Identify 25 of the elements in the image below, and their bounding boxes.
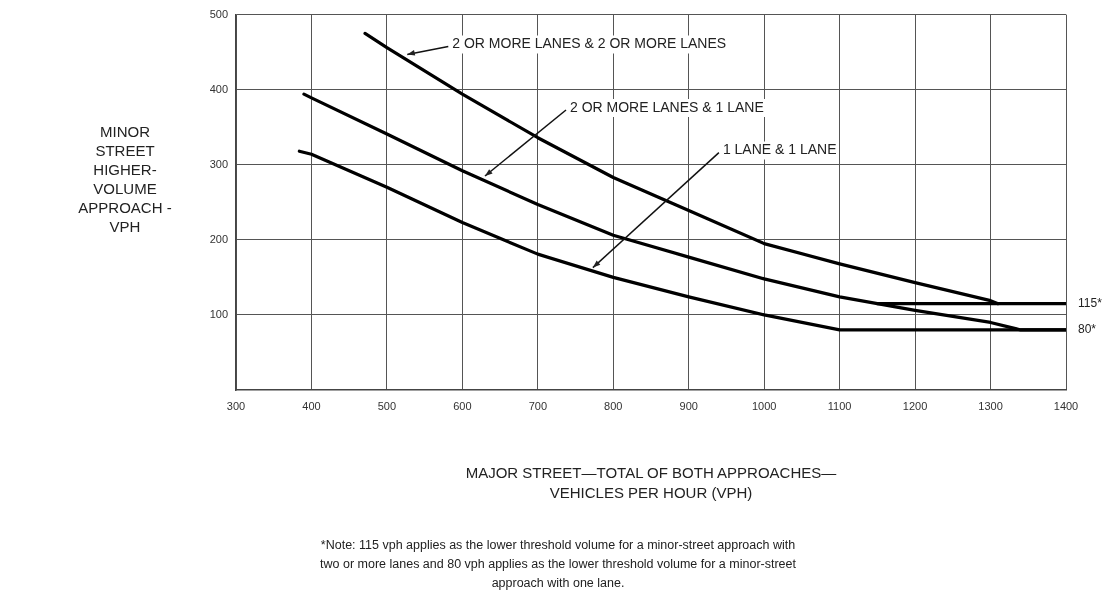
y-axis-title: MINOR STREET HIGHER- VOLUME APPROACH - VPH	[77, 122, 173, 236]
x-tick-label: 700	[528, 399, 547, 412]
y-tick-label: 300	[209, 157, 228, 170]
x-axis-title: MAJOR STREET—TOTAL OF BOTH APPROACHES— VEHICLES PER HOUR (VPH)	[464, 463, 838, 503]
x-tick-label: 800	[604, 399, 623, 412]
annotation: 2 OR MORE LANES & 2 OR MORE LANES	[452, 35, 727, 52]
x-tick-label: 500	[377, 399, 397, 412]
x-tick-label: 1300	[978, 399, 1003, 412]
x-tick-label: 1000	[751, 399, 777, 412]
y-tick-label: 200	[209, 232, 228, 245]
annotation: 1 LANE & 1 LANE	[722, 141, 837, 158]
annotation: 80*	[1078, 322, 1097, 337]
x-tick-label: 600	[453, 399, 472, 412]
annotation: 2 OR MORE LANES & 1 LANE	[570, 98, 764, 115]
x-tick-label: 1200	[902, 399, 928, 412]
y-tick-label: 500	[209, 7, 228, 20]
x-tick-label: 1100	[827, 399, 852, 412]
y-tick-label: 100	[209, 307, 228, 320]
x-tick-label: 1400	[1053, 399, 1079, 412]
y-tick-label: 400	[209, 82, 228, 95]
text: *Note: 115 vph applies as the lower threshold volume for a minor-street approach with two or more lanes and 80 vph applies as the lower threshold volume for a minor-street approach with one lane.	[319, 537, 797, 592]
annotation: 115*	[1078, 295, 1103, 310]
x-tick-label: 300	[226, 399, 246, 412]
x-tick-label: 400	[302, 399, 321, 412]
x-tick-label: 900	[679, 399, 698, 412]
